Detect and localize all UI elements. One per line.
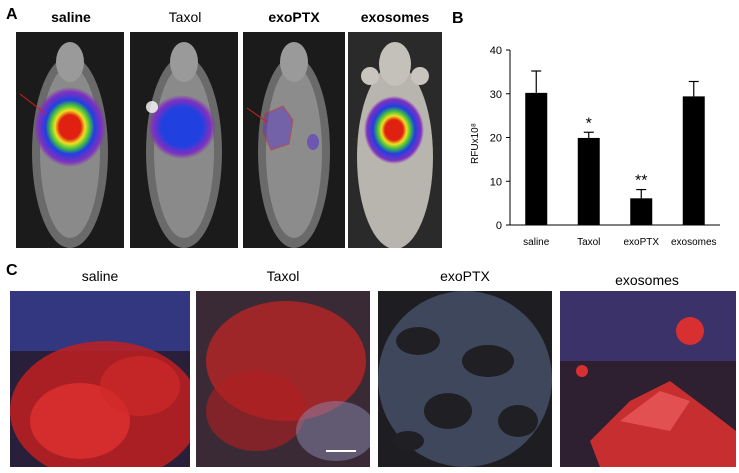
- panel-letter-b: B: [452, 10, 464, 27]
- bar-chart-rfu: 0 10 20 30 40 RFUx10⁸ saline Taxol exoPTX exosome…: [470, 45, 720, 248]
- mouse-image-taxol: [130, 32, 238, 248]
- mouse-image-exoptx: [243, 32, 345, 248]
- panel-c-label-taxol: Taxol: [266, 268, 300, 284]
- significance-exoPTX: **: [635, 173, 647, 190]
- bar-Taxol: [577, 137, 600, 225]
- tissue-image-exoptx: [378, 291, 552, 467]
- panel-c-label-exosomes: exosomes: [615, 272, 679, 288]
- panel-a-label-exosomes: exosomes: [360, 9, 430, 25]
- x-tick-label-Taxol: Taxol: [577, 237, 600, 248]
- panel-a-label-exoptx: exoPTX: [268, 9, 320, 25]
- tissue-image-exosomes: [560, 291, 736, 467]
- y-tick-label: 10: [490, 176, 502, 188]
- chart-marks: ***: [525, 70, 705, 225]
- panel-letter-a: A: [6, 6, 18, 23]
- y-tick-label: 40: [490, 45, 502, 57]
- significance-Taxol: *: [586, 115, 592, 132]
- tissue-image-saline: [10, 291, 190, 467]
- bar-saline: [525, 92, 548, 225]
- tissue-image-taxol: [196, 291, 370, 467]
- y-tick-label: 20: [490, 133, 502, 145]
- x-tick-label-exoPTX: exoPTX: [623, 237, 659, 248]
- x-tick-label-exosomes: exosomes: [671, 237, 717, 248]
- mouse-image-saline: [16, 32, 124, 248]
- y-axis-label: RFUx10⁸: [470, 123, 481, 164]
- panel-c-label-exoptx: exoPTX: [440, 268, 490, 284]
- panel-a-label-saline: saline: [51, 9, 91, 25]
- panel-letter-c: C: [6, 262, 18, 279]
- bar-exosomes: [682, 96, 705, 225]
- y-tick-label: 30: [490, 89, 502, 101]
- mouse-image-exosomes: [348, 32, 442, 248]
- y-tick-label: 0: [496, 220, 502, 232]
- panel-c-label-saline: saline: [81, 268, 119, 284]
- bar-exoPTX: [630, 198, 653, 225]
- chart-axes: 0 10 20 30 40 RFUx10⁸ saline Taxol exoPTX exosome…: [470, 45, 720, 248]
- panel-a-label-taxol: Taxol: [168, 9, 202, 25]
- x-tick-label-saline: saline: [523, 237, 550, 248]
